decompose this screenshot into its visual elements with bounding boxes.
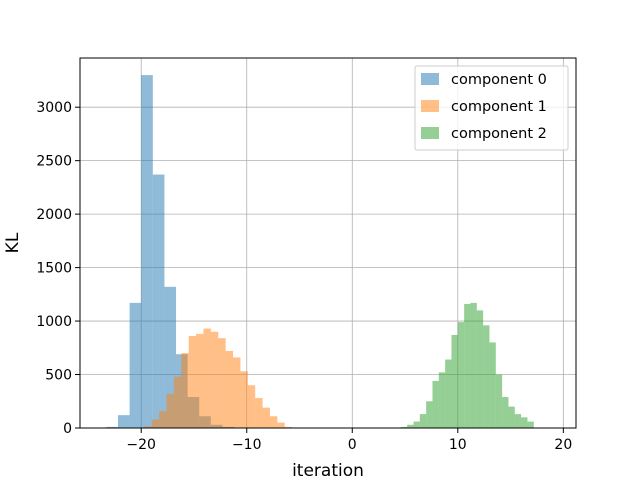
histogram-bar-component-2	[419, 414, 427, 428]
x-axis-label: iteration	[292, 461, 364, 480]
histogram-bar-component-2	[426, 401, 433, 428]
histogram-bar-component-2	[438, 372, 446, 428]
histogram-bar-component-2	[476, 310, 484, 428]
x-tick-label: 0	[348, 437, 357, 453]
x-tick-label: −20	[126, 437, 156, 453]
histogram-bar-component-1	[181, 353, 189, 428]
histogram-bar-component-1	[188, 336, 197, 428]
y-tick-label: 0	[63, 421, 72, 437]
histogram-bar-component-1	[247, 385, 256, 428]
histogram-bar-component-0	[106, 426, 118, 428]
histogram-bar-component-1	[151, 419, 160, 428]
histogram-bar-component-1	[277, 422, 285, 428]
histogram-bar-component-2	[483, 325, 490, 428]
histogram-bar-component-1	[196, 333, 204, 428]
histogram-bar-component-2	[495, 374, 503, 428]
x-axis: −20 −10 0 10 20	[126, 428, 572, 453]
histogram-bar-component-1	[240, 371, 248, 428]
histogram-bar-component-1	[166, 393, 174, 428]
legend-label-component-1: component 1	[451, 99, 547, 115]
histogram-bar-component-1	[144, 426, 152, 428]
histogram-bars	[106, 75, 534, 428]
histogram-bar-component-0	[129, 302, 142, 428]
y-tick-label: 3000	[36, 100, 72, 116]
y-tick-label: 1500	[36, 261, 72, 277]
histogram-bar-component-2	[470, 302, 477, 428]
histogram-bar-component-1	[210, 331, 219, 428]
histogram-bar-component-1	[269, 416, 278, 428]
x-tick-label: 20	[554, 437, 572, 453]
y-tick-label: 500	[45, 368, 72, 384]
x-tick-label: −10	[232, 437, 262, 453]
histogram-bar-component-2	[489, 342, 496, 428]
histogram-bar-component-2	[432, 380, 439, 428]
histogram-bar-component-2	[527, 421, 534, 428]
histogram-bar-component-2	[508, 406, 515, 428]
histogram-bar-component-1	[203, 328, 211, 428]
histogram-bar-component-1	[255, 398, 263, 428]
histogram-bar-component-1	[173, 376, 182, 428]
histogram-bar-component-2	[521, 417, 528, 428]
histogram-bar-component-1	[233, 357, 241, 428]
histogram-bar-component-2	[451, 334, 458, 428]
y-tick-label: 2500	[36, 154, 72, 170]
histogram-bar-component-2	[407, 424, 414, 428]
plot-frame	[79, 57, 577, 429]
histogram-bar-component-0	[164, 286, 177, 428]
histogram-bar-component-1	[218, 338, 226, 428]
histogram-bar-component-2	[445, 359, 452, 428]
histogram-bar-component-1	[159, 410, 167, 428]
legend: component 0 component 1 component 2	[414, 65, 569, 151]
histogram-bar-component-2	[464, 303, 471, 428]
histogram-bar-component-1	[262, 407, 270, 428]
legend-swatch-component-2	[421, 127, 439, 139]
legend-label-component-0: component 0	[451, 72, 547, 88]
histogram-bar-component-0	[141, 75, 153, 428]
legend-label-component-2: component 2	[451, 126, 547, 142]
histogram-bar-component-2	[400, 426, 408, 428]
legend-swatch-component-1	[421, 100, 439, 112]
legend-box	[414, 65, 569, 151]
histogram-bar-component-2	[413, 421, 420, 428]
histogram-bar-component-2	[514, 414, 522, 428]
histogram-bar-component-0	[152, 174, 165, 428]
histogram-bar-component-2	[457, 322, 465, 428]
y-tick-label: 1000	[36, 314, 72, 330]
histogram-bar-component-1	[284, 426, 293, 428]
x-tick-label: 10	[449, 437, 467, 453]
y-axis: 0 500 1000 1500 2000 2500 3000	[36, 100, 80, 437]
y-axis-label: KL	[3, 232, 23, 253]
y-tick-label: 2000	[36, 207, 72, 223]
histogram-bar-component-1	[225, 351, 234, 428]
histogram-bar-component-2	[502, 396, 509, 428]
histogram-bar-component-0	[117, 415, 130, 428]
legend-swatch-component-0	[421, 73, 439, 85]
